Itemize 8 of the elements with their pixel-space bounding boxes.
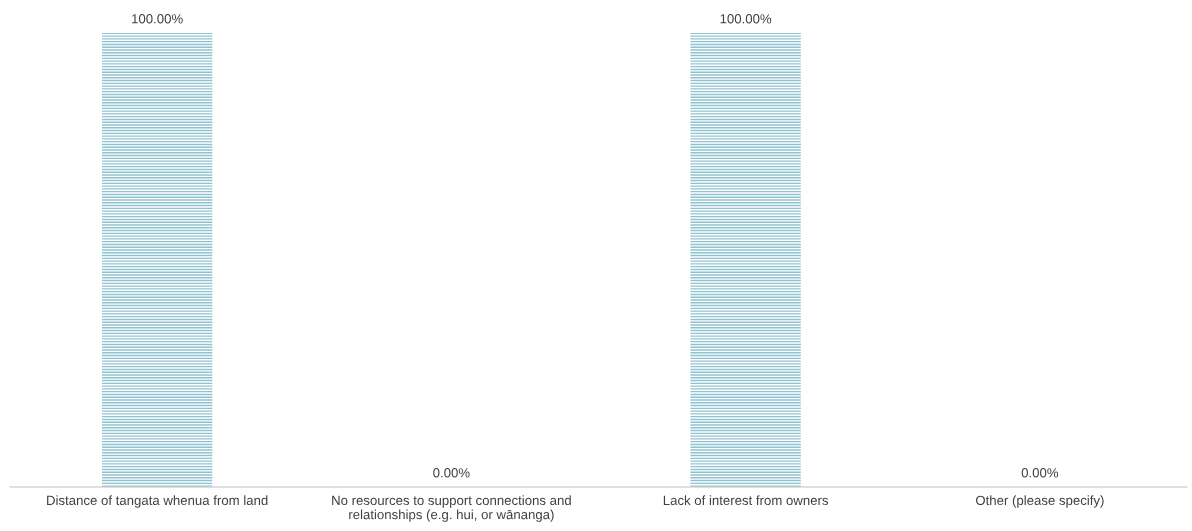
data-label: 100.00%	[132, 14, 183, 24]
data-label: 0.00%	[1021, 468, 1059, 478]
data-label: 100.00%	[720, 14, 772, 24]
data-label: 0.00%	[433, 468, 470, 478]
x-tick-label: No resources to support connections and relationships (e.g. hui, or wānanga)	[332, 495, 571, 522]
x-tick-label: Other (please specify)	[975, 495, 1104, 508]
x-tick-label: Lack of interest from owners	[663, 495, 829, 506]
x-tick-label: Distance of tangata whenua from land	[47, 495, 268, 508]
